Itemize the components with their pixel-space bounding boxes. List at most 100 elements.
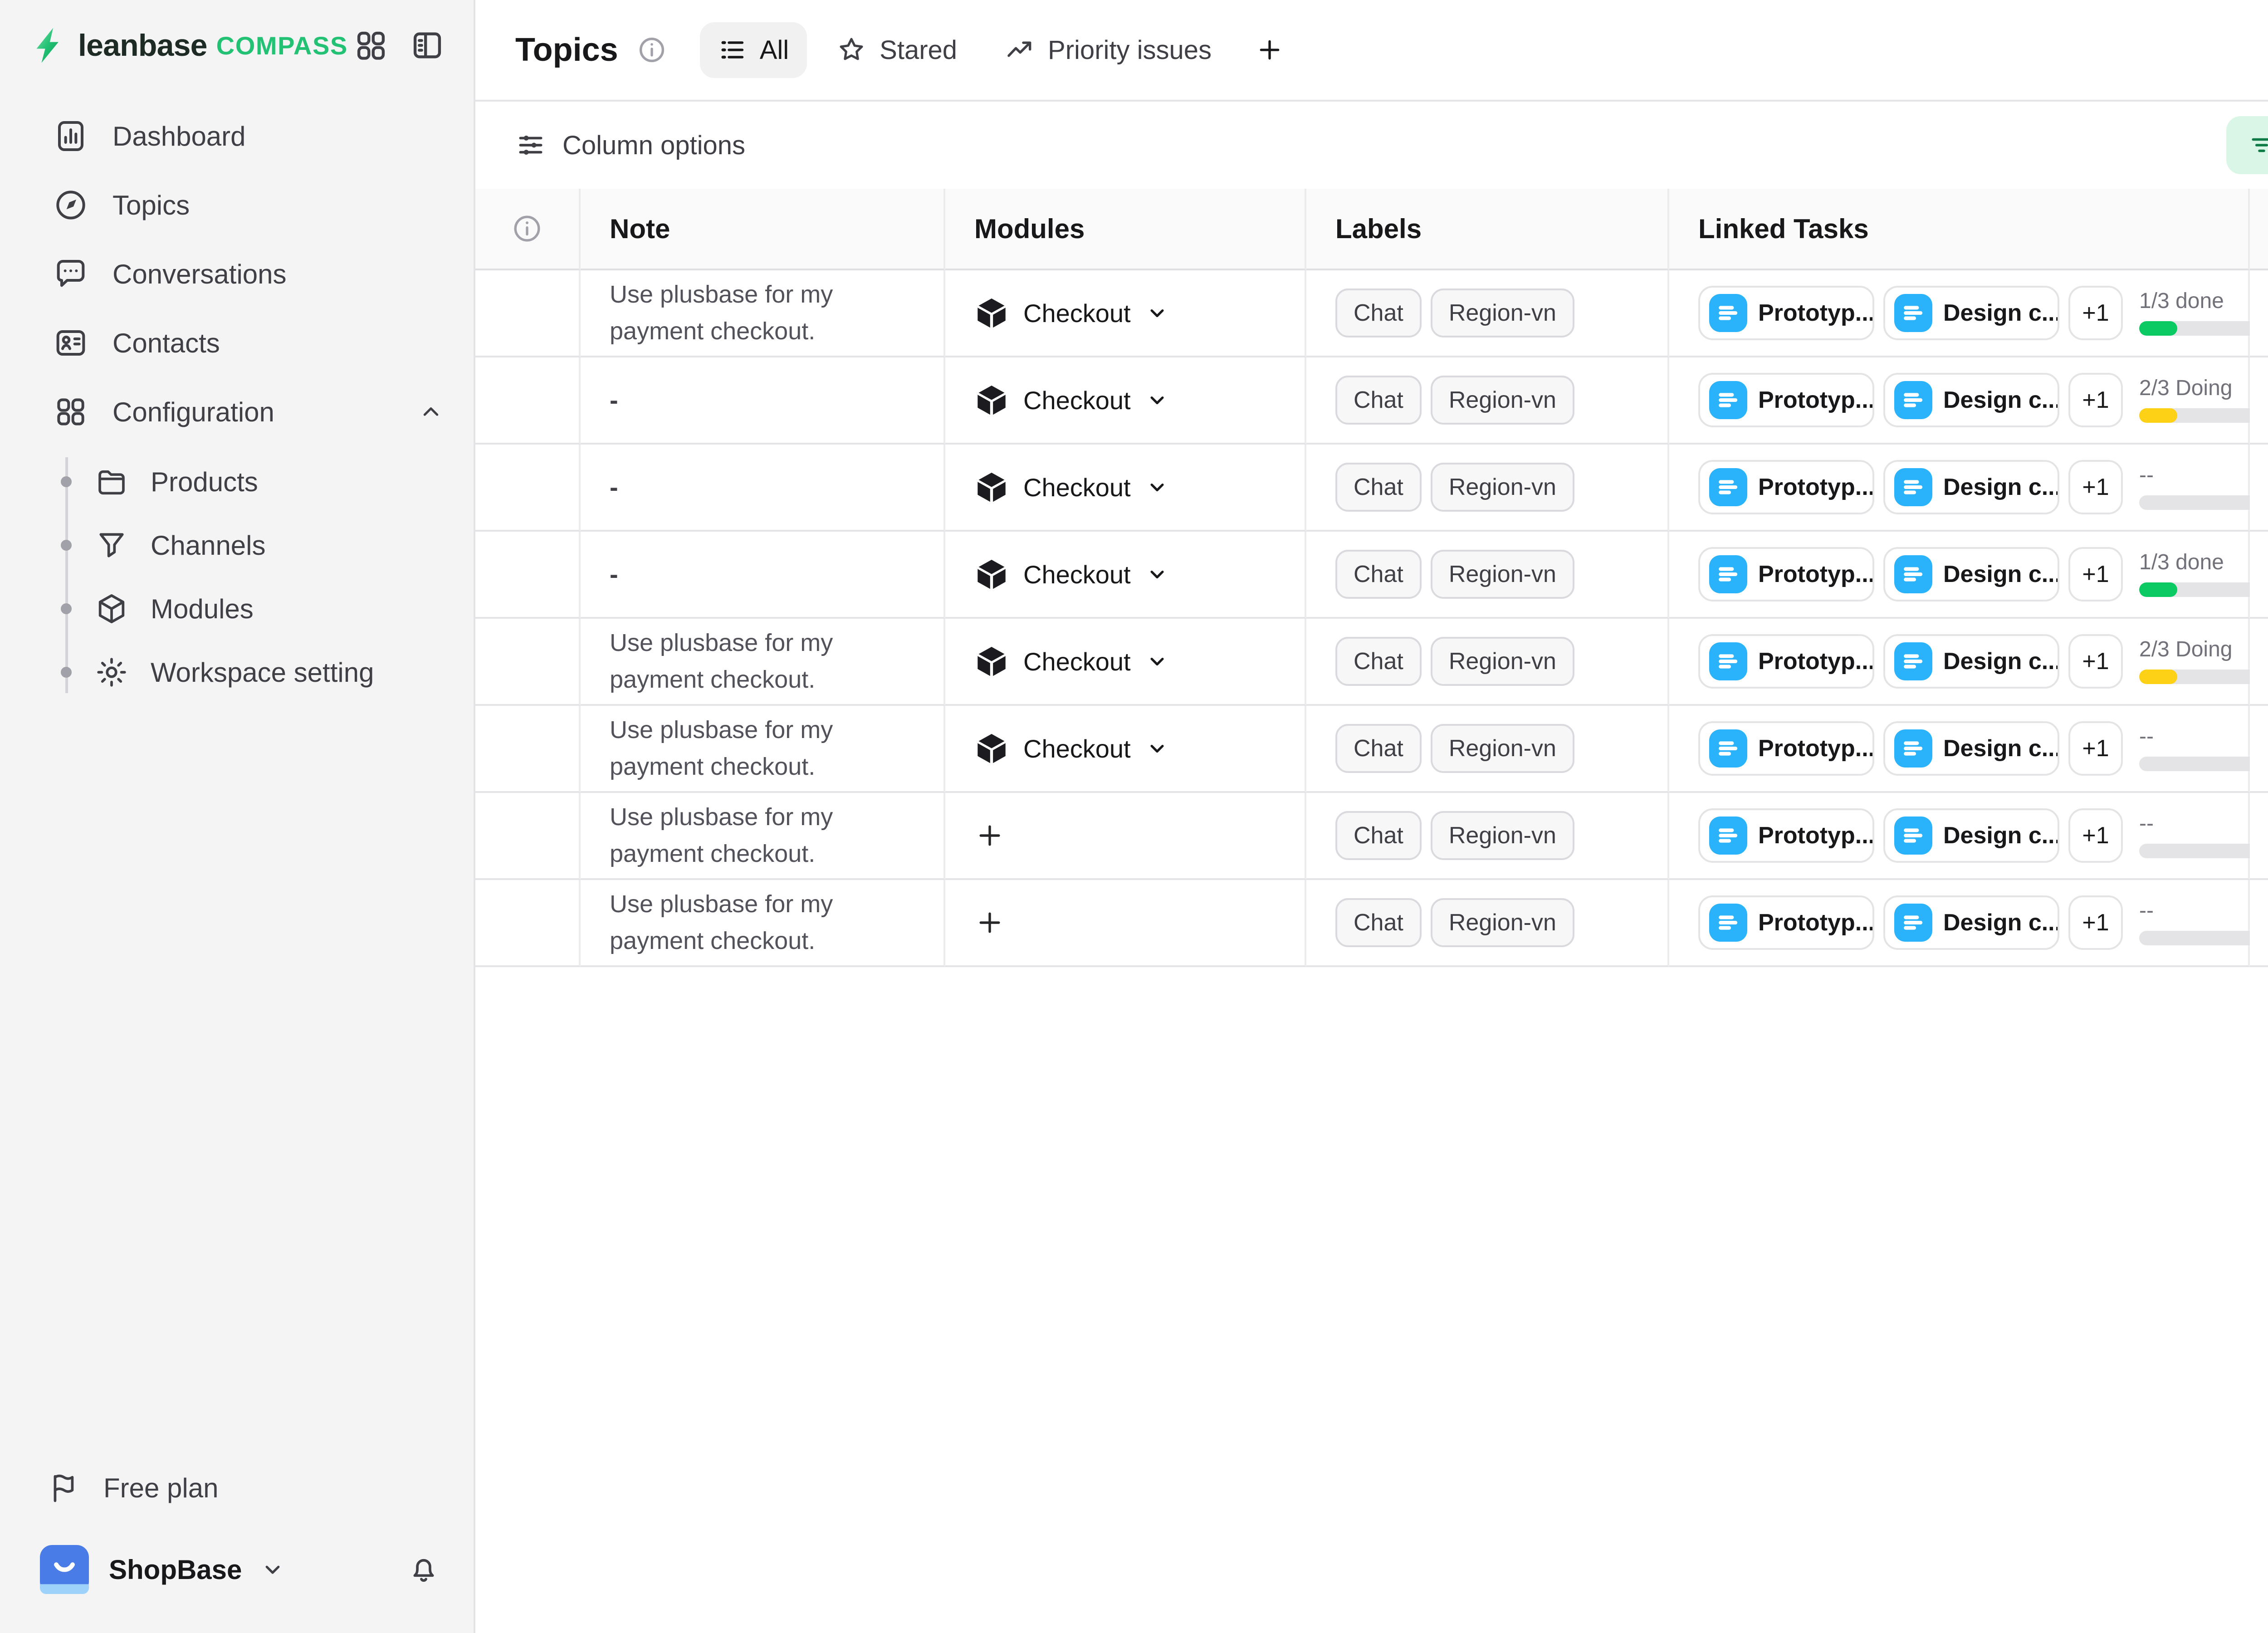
sidebar-item-dashboard[interactable]: Dashboard (0, 102, 474, 171)
row-gutter-cell[interactable] (475, 880, 581, 967)
sidebar-item-topics[interactable]: Topics (0, 171, 474, 240)
column-options-button[interactable]: Column options (515, 130, 745, 161)
linked-task-pill[interactable]: Design c... (1883, 808, 2059, 863)
module-dropdown[interactable]: Checkout (974, 470, 1169, 504)
module-dropdown[interactable]: Checkout (974, 383, 1169, 417)
sidebar-item-contacts[interactable]: Contacts (0, 308, 474, 377)
column-header-linked-tasks[interactable]: Linked Tasks (1669, 189, 2250, 270)
label-pill[interactable]: Region-vn (1430, 811, 1574, 860)
label-pill[interactable]: Chat (1335, 637, 1422, 686)
tab-stared[interactable]: Stared (818, 22, 975, 78)
linked-task-pill[interactable]: Prototyp... (1698, 895, 1874, 950)
table-row[interactable]: Use plusbase for my payment checkout. Ch… (475, 270, 2268, 357)
column-header-created[interactable]: Created (2250, 189, 2268, 270)
workspace-switcher[interactable]: ShopBase (0, 1524, 474, 1615)
sidebar-item-modules[interactable]: Modules (0, 577, 474, 640)
table-row[interactable]: Use plusbase for my payment checkout. Ch… (475, 880, 2268, 967)
linked-task-pill[interactable]: Prototyp... (1698, 721, 1874, 776)
linked-task-pill[interactable]: Design c... (1883, 721, 2059, 776)
label-pill[interactable]: Region-vn (1430, 463, 1574, 512)
module-dropdown[interactable]: Checkout (974, 731, 1169, 766)
task-icon (1894, 468, 1932, 506)
module-dropdown[interactable]: Checkout (974, 557, 1169, 592)
label-pill[interactable]: Chat (1335, 811, 1422, 860)
label-pill[interactable]: Chat (1335, 724, 1422, 773)
add-module-button[interactable] (974, 907, 1005, 938)
task-overflow-pill[interactable]: +1 (2068, 634, 2123, 689)
label-pill[interactable]: Chat (1335, 288, 1422, 337)
sidebar-item-products[interactable]: Products (0, 450, 474, 513)
label-pill[interactable]: Region-vn (1430, 288, 1574, 337)
linked-task-pill[interactable]: Design c... (1883, 286, 2059, 340)
linked-task-pill[interactable]: Design c... (1883, 634, 2059, 689)
task-overflow-pill[interactable]: +1 (2068, 721, 2123, 776)
brand-logo[interactable]: leanbase COMPASS (29, 25, 348, 65)
bell-icon[interactable] (406, 1552, 441, 1587)
linked-task-pill[interactable]: Design c... (1883, 895, 2059, 950)
apps-grid-icon[interactable] (354, 28, 388, 63)
module-dropdown[interactable]: Checkout (974, 296, 1169, 330)
row-gutter-cell[interactable] (475, 793, 581, 880)
column-header-modules[interactable]: Modules (945, 189, 1306, 270)
label-pill[interactable]: Region-vn (1430, 376, 1574, 425)
add-view-button[interactable] (1241, 23, 1299, 77)
table-row[interactable]: Use plusbase for my payment checkout. Ch… (475, 706, 2268, 793)
label-pill[interactable]: Region-vn (1430, 898, 1574, 947)
table-row[interactable]: Use plusbase for my payment checkout. Ch… (475, 619, 2268, 706)
info-icon[interactable] (511, 212, 543, 245)
label-pill[interactable]: Region-vn (1430, 724, 1574, 773)
table-row[interactable]: - Checkout Chat Region-vn Prototyp... Desi… (475, 532, 2268, 619)
linked-task-pill[interactable]: Design c... (1883, 460, 2059, 514)
tab-all[interactable]: All (699, 22, 807, 78)
row-gutter-cell[interactable] (475, 445, 581, 532)
task-overflow-pill[interactable]: +1 (2068, 895, 2123, 950)
row-gutter-cell[interactable] (475, 270, 581, 357)
configuration-subnav: Products Channels Modules (0, 446, 474, 711)
table-row[interactable]: - Checkout Chat Region-vn Prototyp... Desi… (475, 357, 2268, 445)
row-gutter-cell[interactable] (475, 532, 581, 619)
active-filter-chip[interactable]: Filter: 2 (2226, 116, 2268, 174)
column-header-note[interactable]: Note (581, 189, 945, 270)
label-pill[interactable]: Chat (1335, 376, 1422, 425)
info-icon[interactable] (636, 34, 667, 65)
plan-indicator[interactable]: Free plan (0, 1452, 474, 1524)
column-header-labels[interactable]: Labels (1306, 189, 1669, 270)
linked-task-pill[interactable]: Design c... (1883, 547, 2059, 601)
module-dropdown[interactable]: Checkout (974, 644, 1169, 679)
chevron-down-icon (260, 1557, 285, 1582)
label-pill[interactable]: Region-vn (1430, 637, 1574, 686)
label-pill[interactable]: Chat (1335, 463, 1422, 512)
task-overflow-pill[interactable]: +1 (2068, 808, 2123, 863)
row-gutter-cell[interactable] (475, 706, 581, 793)
linked-task-pill[interactable]: Prototyp... (1698, 373, 1874, 427)
task-overflow-pill[interactable]: +1 (2068, 286, 2123, 340)
table-row[interactable]: - Checkout Chat Region-vn Prototyp... Desi… (475, 445, 2268, 532)
sidebar-item-channels[interactable]: Channels (0, 513, 474, 577)
tab-priority-issues[interactable]: Priority issues (986, 22, 1230, 78)
table-row[interactable]: Use plusbase for my payment checkout. Ch… (475, 793, 2268, 880)
chevron-down-icon (1145, 650, 1169, 673)
filter-toolbar: Column options Filter: 2 Sort (475, 102, 2268, 189)
task-overflow-pill[interactable]: +1 (2068, 373, 2123, 427)
row-gutter-cell[interactable] (475, 357, 581, 445)
linked-task-pill[interactable]: Prototyp... (1698, 808, 1874, 863)
label-pill[interactable]: Chat (1335, 898, 1422, 947)
linked-task-pill[interactable]: Prototyp... (1698, 286, 1874, 340)
label-pill[interactable]: Chat (1335, 550, 1422, 599)
task-icon (1894, 381, 1932, 419)
sidebar-item-configuration[interactable]: Configuration (0, 377, 474, 446)
row-gutter-cell[interactable] (475, 619, 581, 706)
linked-task-pill[interactable]: Prototyp... (1698, 547, 1874, 601)
progress-bar (2139, 931, 2255, 945)
task-overflow-pill[interactable]: +1 (2068, 460, 2123, 514)
sidebar-item-workspace-setting[interactable]: Workspace setting (0, 640, 474, 704)
linked-task-pill[interactable]: Prototyp... (1698, 634, 1874, 689)
label-pill[interactable]: Region-vn (1430, 550, 1574, 599)
collapse-sidebar-icon[interactable] (410, 28, 445, 63)
sidebar-item-conversations[interactable]: Conversations (0, 240, 474, 308)
task-overflow-pill[interactable]: +1 (2068, 547, 2123, 601)
linked-task-pill[interactable]: Design c... (1883, 373, 2059, 427)
add-module-button[interactable] (974, 820, 1005, 851)
linked-task-pill[interactable]: Prototyp... (1698, 460, 1874, 514)
